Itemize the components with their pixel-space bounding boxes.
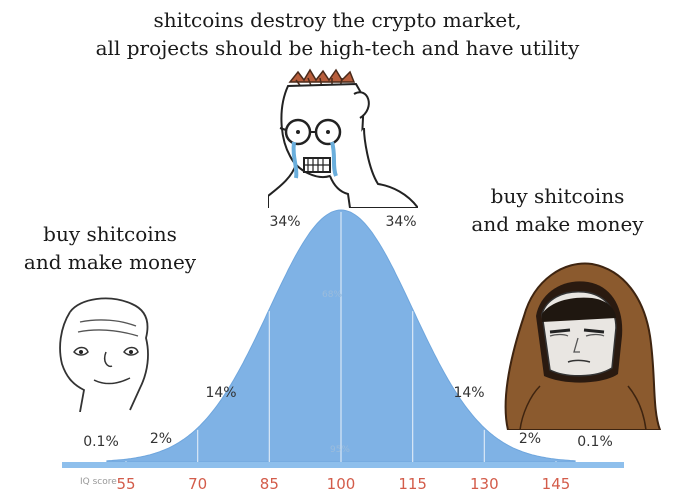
crying-nerd-wojak-icon: [268, 68, 418, 208]
label-far-right: 0.1%: [577, 434, 613, 450]
label-right-mid: 14%: [453, 385, 484, 401]
tick-label-55: 55: [116, 475, 135, 493]
label-left-mid: 14%: [205, 385, 236, 401]
simple-wojak-face-icon: [59, 297, 149, 412]
label-right-tail: 2%: [519, 431, 541, 447]
left-caption-line-1: buy shitcoins: [43, 222, 177, 246]
tick-label-85: 85: [260, 475, 279, 493]
hooded-monk-icon: [504, 262, 662, 430]
label-left-center: 34%: [269, 214, 300, 230]
label-left-tail: 2%: [150, 431, 172, 447]
axis-label: IQ score: [80, 477, 117, 487]
tick-label-130: 130: [470, 475, 499, 493]
tick-label-70: 70: [188, 475, 207, 493]
right-caption-line-2: and make money: [471, 212, 644, 236]
top-caption-line-2: all projects should be high-tech and hav…: [95, 36, 580, 60]
top-caption-line-1: shitcoins destroy the crypto market,: [153, 8, 522, 32]
tick-label-115: 115: [398, 475, 427, 493]
right-caption-line-1: buy shitcoins: [490, 184, 625, 208]
tick-label-145: 145: [542, 475, 571, 493]
axis-bar: [62, 462, 624, 468]
label-95: 95%: [330, 445, 350, 455]
label-far-left: 0.1%: [83, 434, 119, 450]
tick-label-100: 100: [327, 475, 356, 493]
label-right-center: 34%: [385, 214, 416, 230]
label-68: 68%: [322, 290, 342, 300]
left-caption-line-2: and make money: [23, 250, 197, 274]
